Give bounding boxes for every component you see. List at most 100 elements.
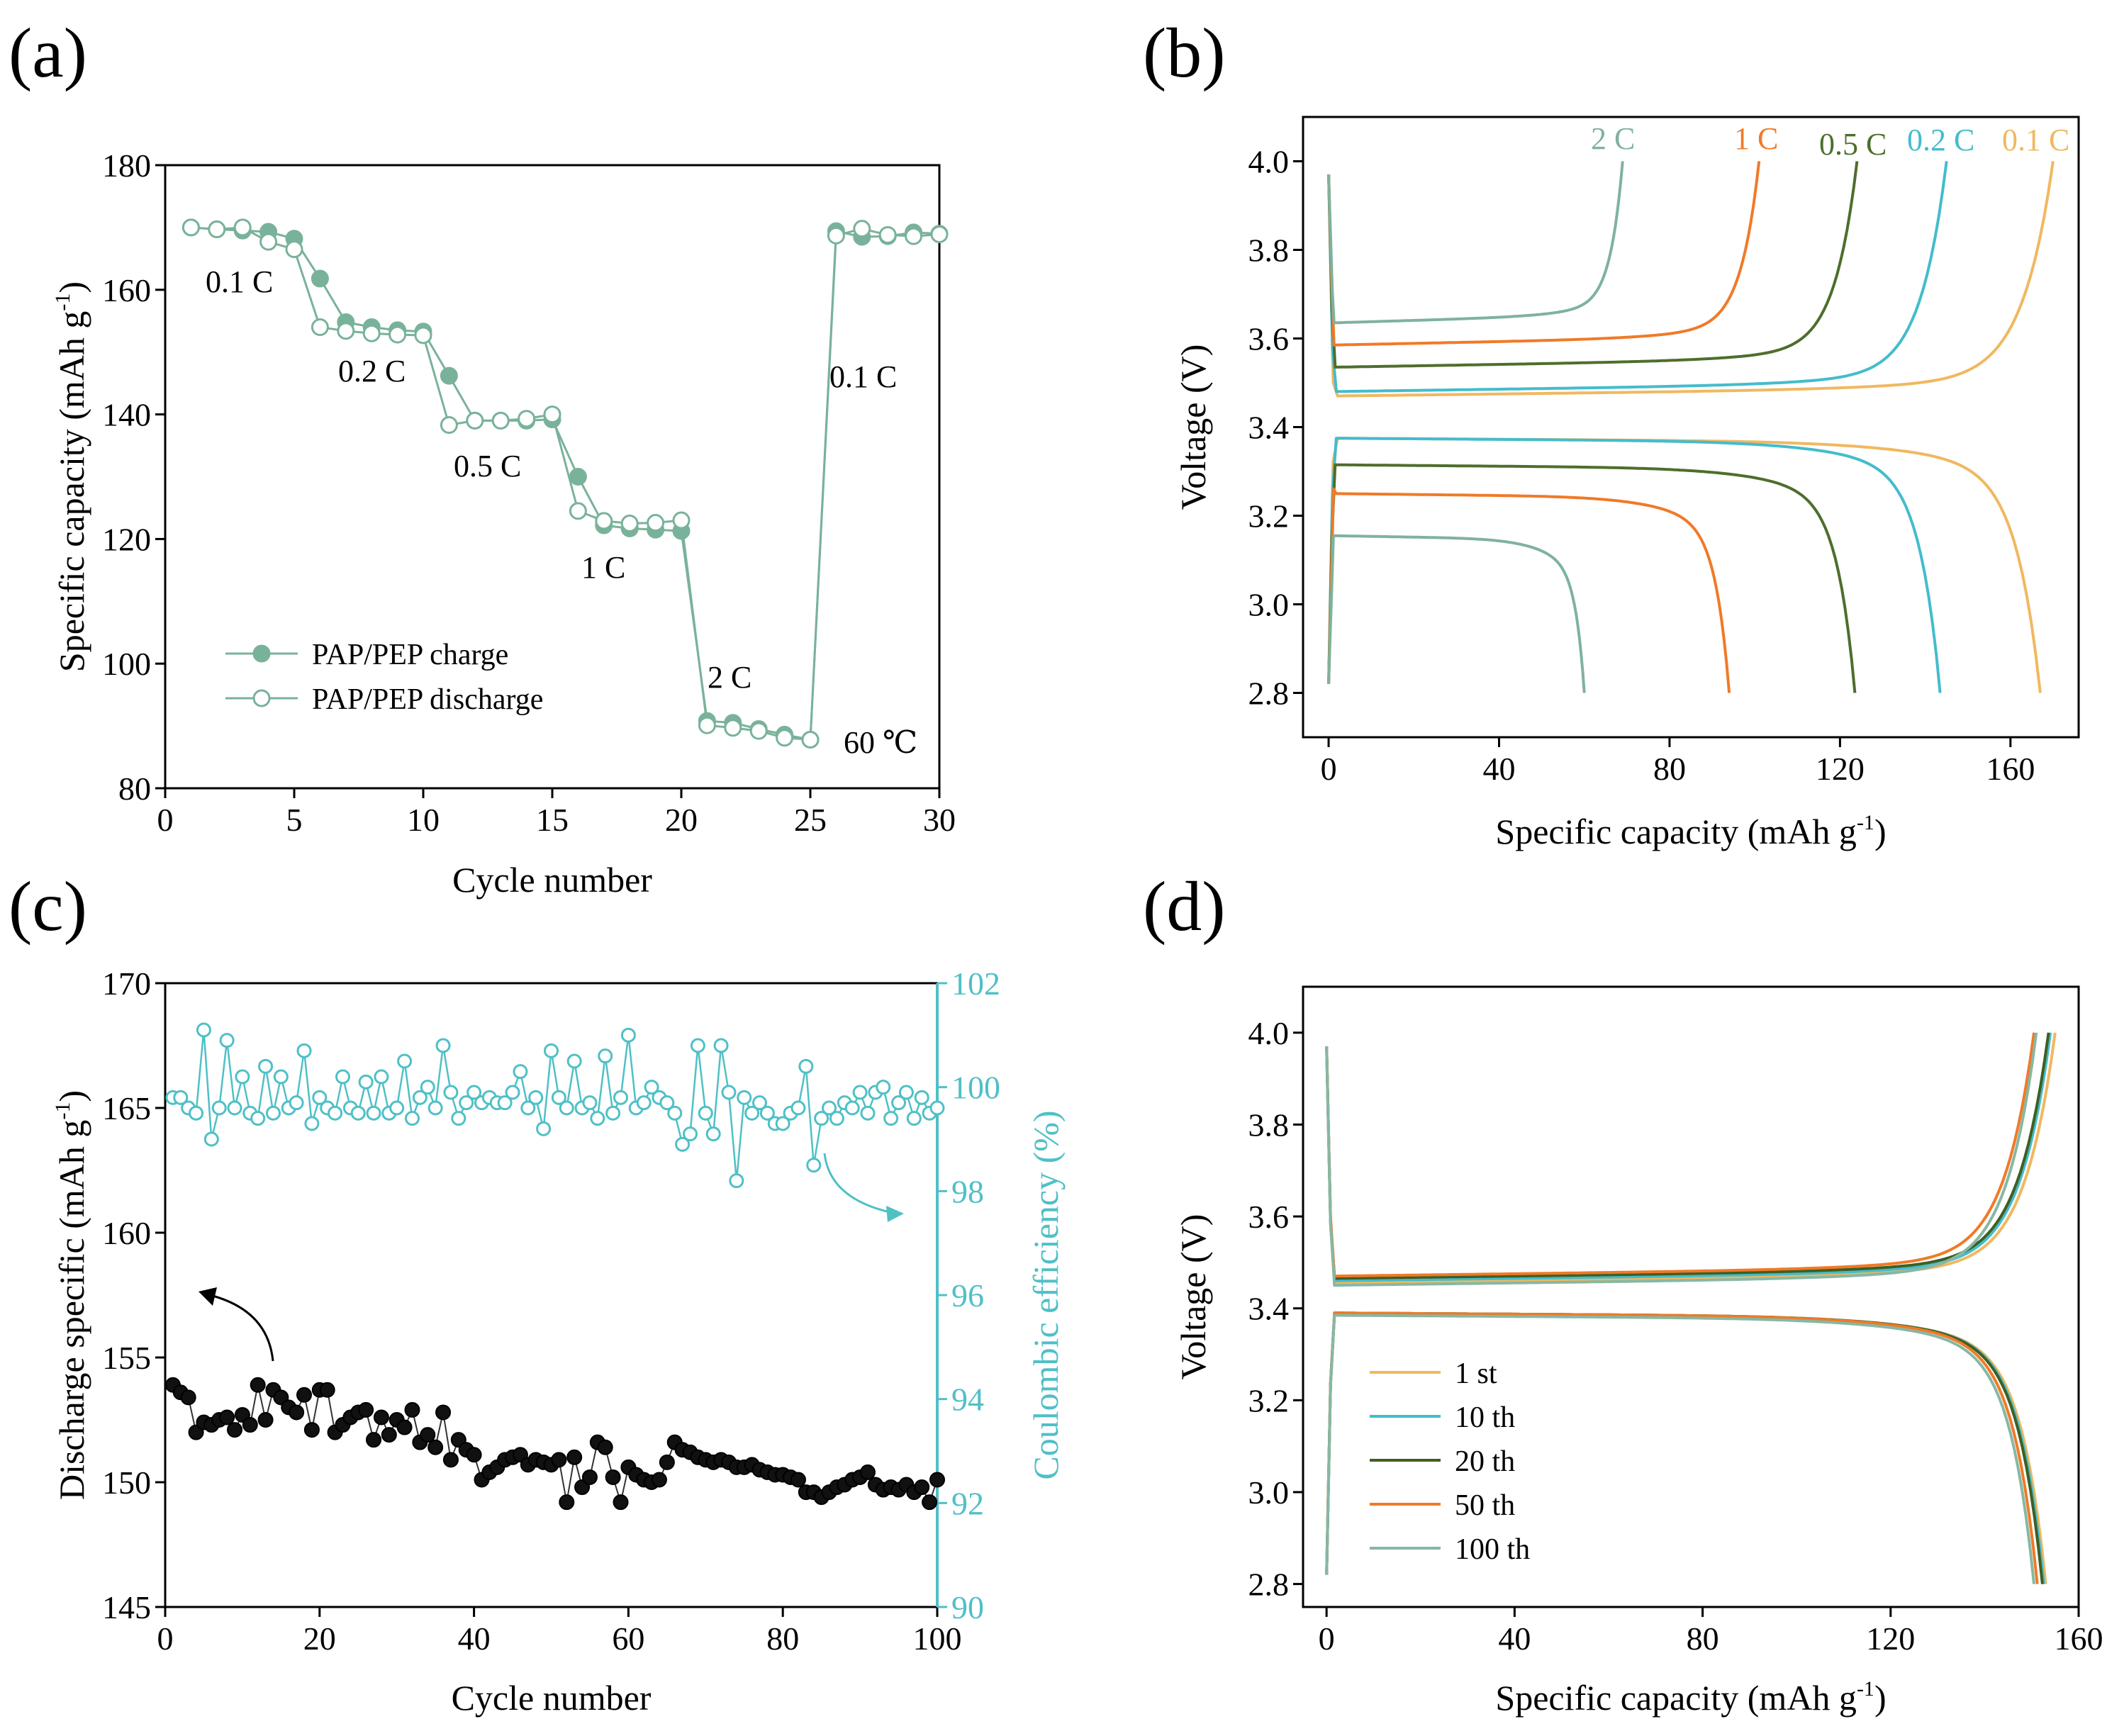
panel-a-series-1-point-16 [595, 512, 613, 530]
panel-c-ce-point-32 [412, 1090, 427, 1105]
panel-b-curve-label-3: 1 C [1734, 121, 1778, 156]
panel-c-xlabel: Cycle number [452, 1678, 652, 1718]
panel-d-yaxis-ticklabel-3: 3.4 [1248, 1291, 1290, 1327]
panel-c-xaxis-ticklabel-5: 100 [913, 1620, 962, 1657]
panel-c-capacity-point-18 [303, 1422, 320, 1438]
panel-c-ce-point-36 [443, 1085, 459, 1100]
panel-a-xaxis-ticklabel-4: 20 [665, 802, 698, 838]
panel-a-series-1-point-21 [724, 719, 742, 737]
panel-c-ce-point-25 [358, 1074, 374, 1090]
panel-c-capacity-point-33 [420, 1427, 436, 1443]
panel-c-ce-point-43 [497, 1095, 513, 1111]
panel-d-xaxis-ticklabel-0: 0 [1319, 1620, 1335, 1657]
panel-c-xaxis-ticklabel-0: 0 [157, 1620, 174, 1657]
panel-a-xaxis-ticklabel-2: 10 [407, 802, 440, 838]
panel-a-yaxis-ticklabel-1: 100 [102, 646, 151, 682]
panel-c-y2axis-ticklabel-6: 102 [951, 965, 1000, 1002]
panel-a-series-1-point-10 [440, 416, 458, 435]
panel-c-y2axis-ticklabel-1: 92 [951, 1485, 984, 1521]
panel-c-ce-point-62 [644, 1080, 659, 1095]
panel-c-ce-point-54 [582, 1095, 598, 1111]
panel-b-xlabel: Specific capacity (mAh g-1) [1495, 811, 1886, 851]
panel-c-ce-point-12 [258, 1058, 274, 1074]
panel-c-ce-point-16 [289, 1095, 304, 1111]
panel-d-xaxis-ticklabel-3: 120 [1866, 1620, 1915, 1657]
panel-a-xaxis-ticklabel-3: 15 [536, 802, 569, 838]
panel-d-series-4-discharge [1325, 1314, 2035, 1584]
panel-d-series-2-discharge [1325, 1311, 2044, 1584]
panel-c-capacity-point-98 [922, 1494, 938, 1511]
panel-a-series-1-point-12 [491, 411, 510, 430]
panel-c-capacity-point-28 [381, 1427, 397, 1443]
panel-d: (d) 0 40 80 120 160 2.8 3.0 3.2 3.4 3.6 3.8 4.0 Speci… [1143, 867, 2103, 1718]
panel-a-series-1-point-6 [337, 322, 355, 340]
panel-c-ce-point-17 [296, 1043, 312, 1058]
panel-c-capacity-point-39 [466, 1447, 482, 1463]
panel-d-series-3-discharge [1325, 1311, 2039, 1584]
panel-c-ce-point-58 [613, 1090, 629, 1105]
panel-a-ylabel-main: Specific capacity (mAh g [52, 311, 91, 673]
panel-a-yaxis-ticklabel-3: 140 [102, 397, 151, 433]
panel-a-series-1-point-15 [569, 502, 587, 520]
panel-c-ce-point-88 [844, 1100, 860, 1116]
panel-c-ce-point-59 [620, 1027, 636, 1043]
panel-a-annotation-2: 0.5 C [454, 449, 521, 483]
panel-c-arrow-left [212, 1294, 274, 1362]
panel-c-ce-point-67 [683, 1126, 698, 1142]
panel-a-series-1-point-27 [878, 225, 897, 244]
panel-a: (a) 0 5 10 15 20 25 30 80 100 120 140 160 180 Cycle nu… [9, 13, 956, 900]
panel-c-yaxis-ticklabel-1: 150 [102, 1465, 151, 1501]
panel-a-series-1-point-20 [698, 716, 716, 734]
panel-d-series-0-discharge [1325, 1311, 2047, 1584]
panel-b: (b) 0 40 80 120 160 2.8 3.0 3.2 3.4 3.6 3.8 4.0 Speci… [1143, 13, 2080, 851]
panel-d-xaxis-ticklabel-1: 40 [1498, 1620, 1531, 1657]
panel-d-yaxis-ticklabel-4: 3.6 [1248, 1199, 1290, 1235]
panel-c-ce-point-86 [829, 1111, 844, 1126]
panel-a-series-1-point-11 [466, 411, 484, 430]
panel-c-ylabel-main: Discharge specific (mAh g [52, 1120, 91, 1500]
panel-b-curve-label-2: 0.5 C [1819, 127, 1887, 162]
panel-c-ce-point-7 [219, 1033, 235, 1048]
panel-a-series-1-point-17 [620, 514, 639, 532]
panel-c: (c) 0 20 40 60 80 100 145 150 155 160 165 170 90 92 94 9… [9, 867, 1066, 1718]
panel-c-arrow-right-head [886, 1206, 904, 1222]
panel-c-ce-point-92 [876, 1080, 891, 1095]
panel-c-ce-point-37 [451, 1111, 466, 1126]
panel-c-ce-point-1 [173, 1090, 189, 1105]
panel-a-ylabel-end: ) [52, 281, 91, 293]
panel-b-xaxis-ticklabel-0: 0 [1321, 751, 1337, 787]
panel-c-capacity-point-97 [914, 1479, 930, 1496]
panel-c-label: (c) [9, 867, 87, 946]
panel-c-ce-point-95 [898, 1085, 914, 1100]
panel-d-yaxis-ticklabel-1: 3.0 [1248, 1474, 1290, 1511]
panel-c-ce-point-57 [605, 1105, 621, 1121]
panel-c-ce-point-56 [598, 1048, 613, 1064]
panel-c-ce-point-24 [350, 1105, 366, 1121]
panel-d-xlabel-main: Specific capacity (mAh g [1495, 1678, 1857, 1718]
panel-d-series-2-charge [1325, 1032, 2050, 1280]
panel-c-ce-point-96 [906, 1111, 922, 1126]
panel-c-ce-point-50 [551, 1090, 566, 1105]
panel-d-series-4-charge [1325, 1032, 2038, 1287]
panel-a-series-1-point-5 [311, 318, 329, 337]
panel-b-curve-label-1: 0.2 C [1907, 123, 1974, 157]
panel-c-yaxis-ticklabel-3: 160 [102, 1215, 151, 1251]
panel-b-series-2-discharge [1327, 463, 1857, 693]
panel-c-capacity-point-56 [597, 1439, 613, 1455]
panel-c-ce-point-6 [211, 1100, 227, 1116]
panel-a-series-1-point-8 [389, 325, 407, 344]
panel-a-legend-label-1: PAP/PEP discharge [312, 683, 543, 716]
panel-c-ce-line [172, 1029, 938, 1182]
panel-c-ce-point-51 [559, 1100, 574, 1116]
panel-c-ce-point-3 [189, 1105, 204, 1121]
panel-a-legend-label-0: PAP/PEP charge [312, 639, 508, 671]
panel-c-ce-point-9 [235, 1069, 250, 1085]
panel-c-ce-point-46 [520, 1100, 536, 1116]
panel-a-annotation-5: 0.1 C [829, 359, 897, 394]
panel-c-ce-point-21 [328, 1105, 343, 1121]
panel-b-curve-label-4: 2 C [1591, 121, 1635, 156]
panel-a-label: (a) [9, 13, 87, 92]
panel-d-series-0-charge [1325, 1032, 2057, 1284]
panel-a-legend-marker-1 [252, 689, 271, 707]
panel-c-capacity-point-16 [289, 1404, 305, 1421]
